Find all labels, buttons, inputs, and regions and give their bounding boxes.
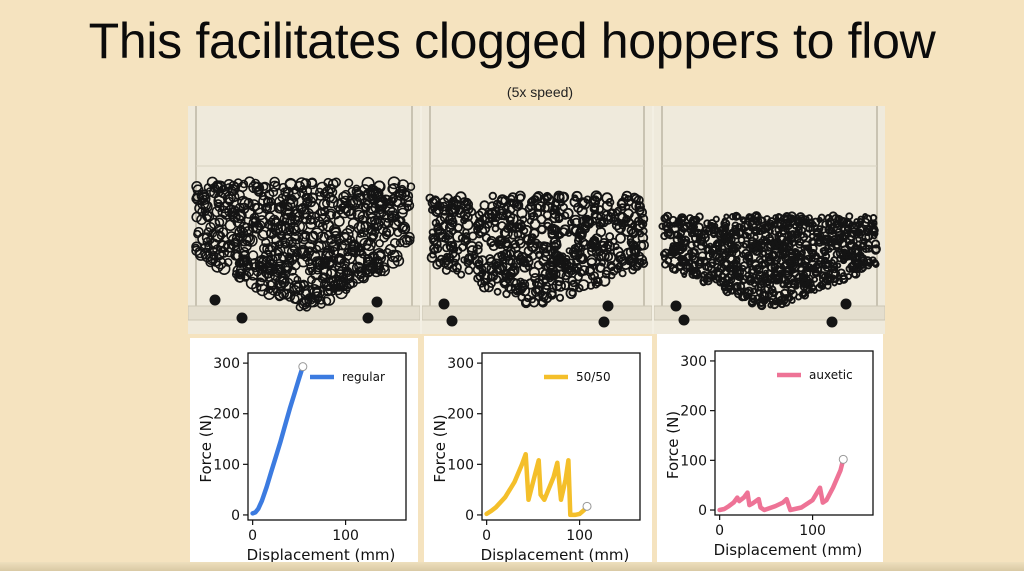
force-displacement-chart-regular: 0 100 200 300 0 100 Displacement (mm) Force (N)… (197, 352, 407, 564)
y-tick-label: 0 (231, 508, 240, 524)
y-tick-label: 100 (213, 457, 240, 473)
x-axis-label: Displacement (mm) (481, 546, 630, 564)
hopper-peg (670, 300, 682, 312)
series-line-2 (717, 457, 846, 513)
hopper-peg (446, 315, 458, 327)
x-tick-label: 100 (799, 523, 826, 539)
hopper-peg (602, 300, 614, 312)
legend-label: auxetic (809, 368, 853, 382)
y-tick-label: 300 (213, 356, 240, 372)
hopper-peg (678, 314, 690, 326)
x-axis-label: Displacement (mm) (247, 546, 396, 564)
hopper-peg (826, 316, 838, 328)
y-tick-label: 300 (447, 356, 474, 372)
end-marker (298, 362, 308, 372)
y-axis-label: Force (N) (664, 411, 682, 479)
hopper-peg (840, 298, 852, 310)
x-tick-label: 0 (482, 528, 491, 544)
granular-particles (425, 190, 650, 309)
force-displacement-chart-auxetic: 0 100 200 300 0 100 Displacement (mm) Force (N)… (664, 350, 874, 559)
y-tick-label: 100 (680, 453, 707, 469)
slide-subtitle: (5x speed) (506, 84, 574, 100)
y-axis-label: Force (N) (431, 414, 449, 482)
chart-card-fifty: 0 100 200 300 0 100 Displacement (mm) Force (N)… (424, 336, 652, 568)
end-marker (838, 454, 848, 464)
x-tick-label: 0 (715, 523, 724, 539)
series-line-0 (250, 364, 306, 516)
y-tick-label: 0 (465, 508, 474, 524)
hopper-photo-auxetic (654, 106, 885, 334)
granular-particles (191, 176, 416, 312)
plot-frame (714, 350, 874, 516)
plot-frame (481, 352, 641, 521)
y-tick-label: 300 (680, 354, 707, 370)
legend-label: 50/50 (576, 370, 611, 384)
y-tick-label: 0 (698, 503, 707, 519)
hopper-video-strip[interactable] (188, 106, 885, 334)
granular-particles (658, 211, 881, 311)
hopper-photo-fifty (422, 106, 652, 334)
x-tick-label: 100 (566, 528, 593, 544)
plot-frame (247, 352, 407, 521)
x-axis-label: Displacement (mm) (714, 541, 863, 559)
video-bottom-bar (0, 562, 1024, 571)
end-marker (582, 501, 592, 511)
hopper-peg (209, 294, 221, 306)
hopper-peg (362, 312, 374, 324)
chart-card-auxetic: 0 100 200 300 0 100 Displacement (mm) Force (N)… (657, 334, 883, 568)
x-tick-label: 100 (332, 528, 359, 544)
x-tick-label: 0 (248, 528, 257, 544)
force-displacement-chart-fifty: 0 100 200 300 0 100 Displacement (mm) Force (N)… (431, 352, 641, 564)
legend-label: regular (342, 370, 385, 384)
y-tick-label: 200 (680, 404, 707, 420)
y-tick-label: 100 (447, 457, 474, 473)
series-line-1 (484, 451, 590, 518)
hopper-peg (438, 298, 450, 310)
hopper-rail (654, 305, 885, 321)
chart-card-regular: 0 100 200 300 0 100 Displacement (mm) Force (N)… (190, 338, 418, 568)
y-tick-label: 200 (447, 407, 474, 423)
slide-title: This facilitates clogged hoppers to flow (88, 13, 936, 69)
hopper-peg (371, 296, 383, 308)
y-tick-label: 200 (213, 407, 240, 423)
hopper-peg (236, 312, 248, 324)
hopper-peg (598, 316, 610, 328)
hopper-photo-regular (188, 106, 420, 334)
y-axis-label: Force (N) (197, 414, 215, 482)
